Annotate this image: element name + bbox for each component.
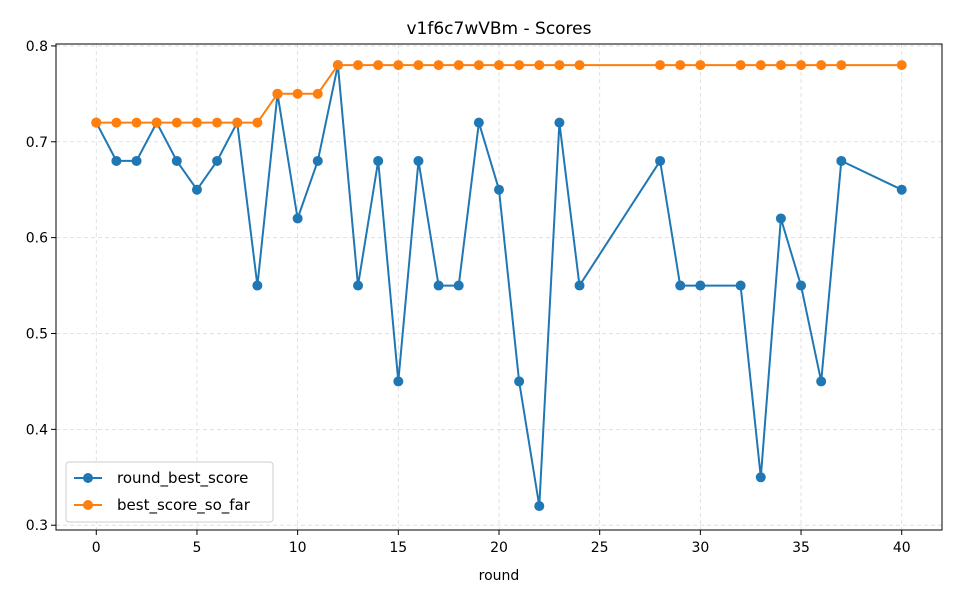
y-tick-label: 0.3 [26, 518, 48, 534]
point-round_best_score [494, 184, 504, 195]
point-round_best_score [111, 155, 122, 166]
point-best_score_so_far [232, 117, 243, 128]
point-best_score_so_far [534, 60, 545, 71]
legend-marker-best_score_so_far [83, 500, 93, 510]
point-round_best_score [413, 155, 424, 166]
point-best_score_so_far [514, 60, 525, 71]
point-best_score_so_far [494, 60, 504, 71]
point-round_best_score [816, 376, 827, 387]
x-tick-label: 40 [893, 540, 911, 556]
point-best_score_so_far [816, 60, 827, 71]
y-tick-label: 0.7 [26, 135, 48, 151]
point-round_best_score [896, 184, 907, 195]
point-round_best_score [775, 213, 786, 224]
x-tick-label: 30 [691, 540, 709, 556]
y-tick-label: 0.5 [26, 326, 48, 342]
point-round_best_score [252, 280, 263, 291]
point-round_best_score [353, 280, 364, 291]
series-layer [91, 60, 907, 512]
point-best_score_so_far [151, 117, 162, 128]
point-best_score_so_far [433, 60, 444, 71]
point-round_best_score [453, 280, 464, 291]
point-best_score_so_far [775, 60, 786, 71]
point-best_score_so_far [554, 60, 565, 71]
y-tick-label: 0.4 [26, 422, 48, 438]
point-best_score_so_far [252, 117, 263, 128]
point-round_best_score [655, 155, 666, 166]
point-best_score_so_far [413, 60, 424, 71]
point-round_best_score [292, 213, 303, 224]
point-round_best_score [534, 501, 545, 512]
point-round_best_score [675, 280, 686, 291]
point-round_best_score [191, 184, 202, 195]
point-best_score_so_far [91, 117, 102, 128]
point-best_score_so_far [131, 117, 142, 128]
point-round_best_score [554, 117, 565, 128]
point-round_best_score [836, 155, 847, 166]
x-tick-label: 0 [92, 540, 101, 556]
point-round_best_score [373, 155, 384, 166]
legend-label-best_score_so_far: best_score_so_far [117, 496, 251, 515]
point-best_score_so_far [453, 60, 464, 71]
point-best_score_so_far [353, 60, 364, 71]
legend-box [65, 461, 274, 523]
legend-marker-round_best_score [83, 473, 93, 483]
point-best_score_so_far [836, 60, 847, 71]
point-best_score_so_far [111, 117, 122, 128]
x-tick-label: 15 [389, 540, 407, 556]
point-best_score_so_far [171, 117, 182, 128]
point-best_score_so_far [312, 88, 323, 99]
point-round_best_score [574, 280, 585, 291]
point-best_score_so_far [695, 60, 706, 71]
point-best_score_so_far [735, 60, 746, 71]
point-best_score_so_far [292, 88, 303, 99]
point-best_score_so_far [755, 60, 766, 71]
point-round_best_score [796, 280, 807, 291]
point-best_score_so_far [574, 60, 585, 71]
y-tick-label: 0.8 [26, 39, 48, 55]
x-tick-label: 25 [591, 540, 609, 556]
point-best_score_so_far [272, 88, 283, 99]
y-tick-label: 0.6 [26, 231, 48, 247]
point-round_best_score [695, 280, 706, 291]
point-round_best_score [514, 376, 525, 387]
point-best_score_so_far [655, 60, 666, 71]
point-best_score_so_far [675, 60, 686, 71]
legend: round_best_score best_score_so_far [65, 461, 274, 523]
grid [56, 44, 942, 530]
point-round_best_score [433, 280, 444, 291]
chart-title: v1f6c7wVBm - Scores [406, 19, 591, 39]
point-round_best_score [171, 155, 182, 166]
point-round_best_score [212, 155, 223, 166]
x-tick-label: 5 [192, 540, 201, 556]
point-best_score_so_far [212, 117, 223, 128]
point-round_best_score [735, 280, 746, 291]
x-tick-label: 20 [490, 540, 508, 556]
point-round_best_score [393, 376, 404, 387]
point-round_best_score [755, 472, 766, 483]
point-round_best_score [131, 155, 142, 166]
point-best_score_so_far [191, 117, 202, 128]
x-axis-label: round [479, 568, 520, 584]
point-best_score_so_far [796, 60, 807, 71]
x-tick-label: 10 [289, 540, 307, 556]
x-tick-label: 35 [792, 540, 810, 556]
point-best_score_so_far [393, 60, 404, 71]
point-round_best_score [312, 155, 323, 166]
point-best_score_so_far [896, 60, 907, 71]
point-round_best_score [473, 117, 484, 128]
ticks: 0 5 10 15 20 25 30 35 40 0.3 0.4 0.5 0.6 0.7 0.8 [26, 39, 911, 556]
point-best_score_so_far [332, 60, 343, 71]
point-best_score_so_far [473, 60, 484, 71]
point-best_score_so_far [373, 60, 384, 71]
legend-label-round_best_score: round_best_score [117, 469, 248, 488]
